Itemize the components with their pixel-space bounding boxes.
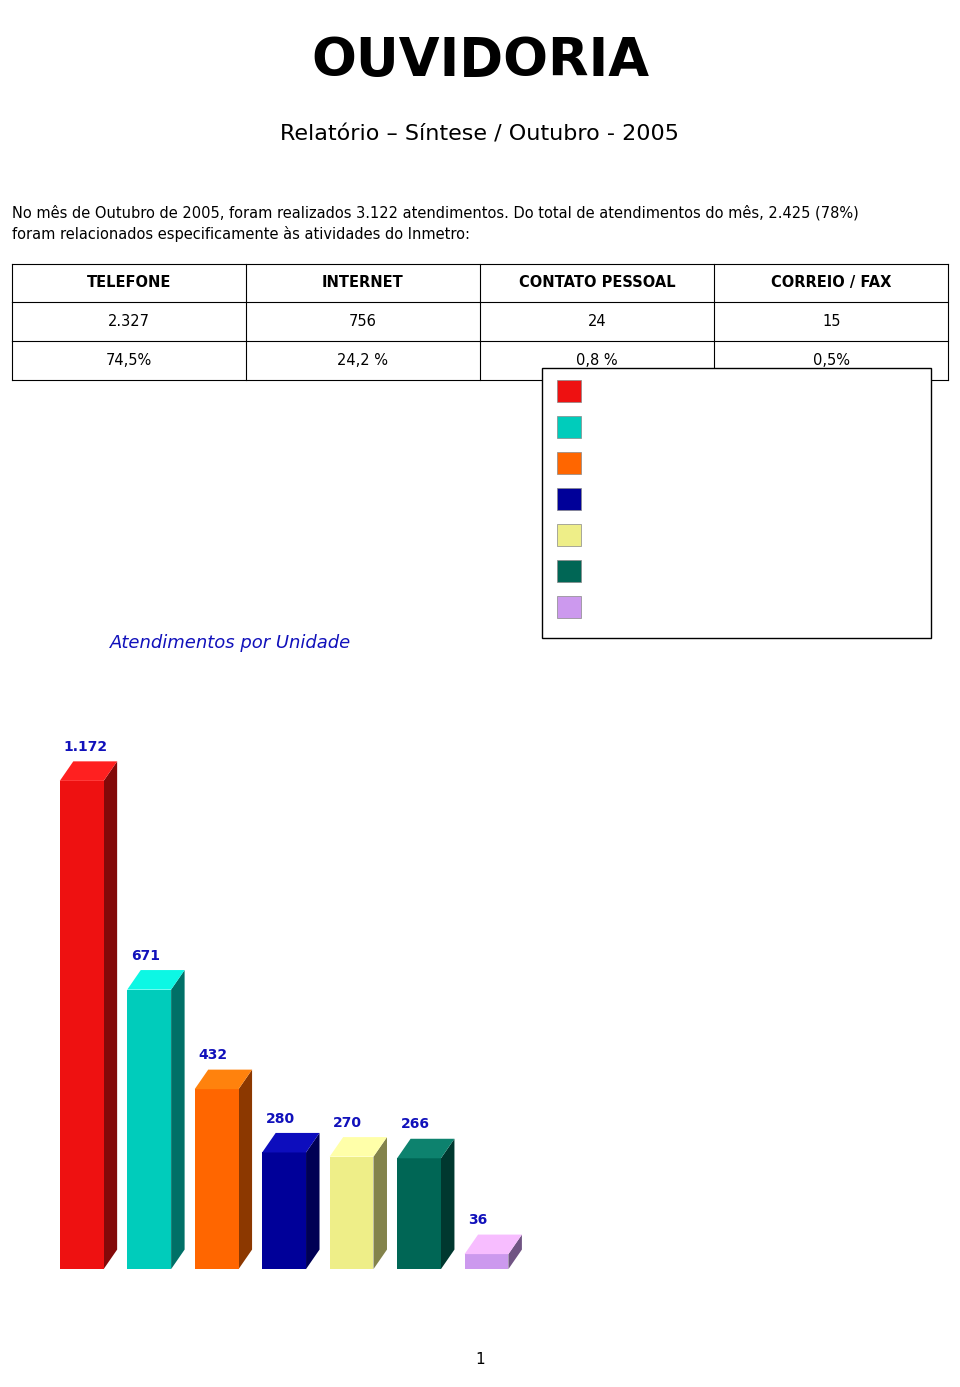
Text: 1.172: 1.172 [63, 741, 108, 755]
Bar [195, 1089, 239, 1269]
Text: 1: 1 [475, 1352, 485, 1366]
Text: 24: 24 [588, 315, 607, 329]
Text: foram relacionados especificamente às atividades do Inmetro:: foram relacionados especificamente às at… [12, 226, 469, 243]
Text: 0,8 %: 0,8 % [576, 354, 618, 368]
Polygon shape [60, 761, 117, 781]
Text: 756: 756 [348, 315, 377, 329]
Polygon shape [171, 970, 184, 1269]
Text: OUVIDORIA: OUVIDORIA [311, 35, 649, 86]
Text: RBMLQ: RBMLQ [588, 527, 640, 542]
Text: Atendimentos por Unidade: Atendimentos por Unidade [110, 634, 351, 652]
Text: 36: 36 [468, 1214, 487, 1227]
Text: 0,5%: 0,5% [813, 354, 850, 368]
Text: CONTATO PESSOAL: CONTATO PESSOAL [518, 276, 676, 290]
Text: Metrologia Legal: Metrologia Legal [588, 491, 709, 506]
Polygon shape [373, 1137, 387, 1269]
Text: 266: 266 [400, 1118, 429, 1132]
Text: 2.327: 2.327 [108, 315, 150, 329]
Polygon shape [397, 1139, 454, 1158]
Polygon shape [509, 1234, 522, 1269]
Text: Qualidade: Qualidade [588, 419, 663, 434]
Bar [397, 1158, 441, 1269]
Text: 15: 15 [822, 315, 841, 329]
Text: 24,2 %: 24,2 % [337, 354, 389, 368]
Bar [329, 1157, 373, 1269]
Text: Outras Instituições: Outras Instituições [588, 455, 727, 470]
Polygon shape [104, 761, 117, 1269]
Bar [60, 781, 104, 1269]
Polygon shape [441, 1139, 454, 1269]
Polygon shape [262, 1133, 320, 1153]
Text: 280: 280 [266, 1111, 295, 1126]
Polygon shape [465, 1234, 522, 1254]
Text: 671: 671 [131, 949, 159, 963]
Text: 270: 270 [333, 1115, 362, 1130]
Bar [128, 989, 171, 1269]
Text: Relatório – Síntese / Outubro - 2005: Relatório – Síntese / Outubro - 2005 [280, 125, 680, 144]
Text: No mês de Outubro de 2005, foram realizados 3.122 atendimentos. Do total de aten: No mês de Outubro de 2005, foram realiza… [12, 205, 858, 221]
Polygon shape [195, 1069, 252, 1089]
Text: TELEFONE: TELEFONE [86, 276, 171, 290]
Text: Metrologia Científica: Metrologia Científica [588, 599, 739, 616]
Polygon shape [306, 1133, 320, 1269]
Bar [262, 1153, 306, 1269]
Polygon shape [128, 970, 184, 989]
Text: INTERNET: INTERNET [322, 276, 404, 290]
Text: Outras Unidades Principais: Outras Unidades Principais [588, 563, 786, 578]
Text: 432: 432 [198, 1049, 228, 1062]
Polygon shape [239, 1069, 252, 1269]
Bar [465, 1254, 509, 1269]
Text: Credenciamento: Credenciamento [588, 383, 709, 398]
Text: CORREIO / FAX: CORREIO / FAX [771, 276, 892, 290]
Text: 74,5%: 74,5% [106, 354, 152, 368]
Polygon shape [329, 1137, 387, 1157]
